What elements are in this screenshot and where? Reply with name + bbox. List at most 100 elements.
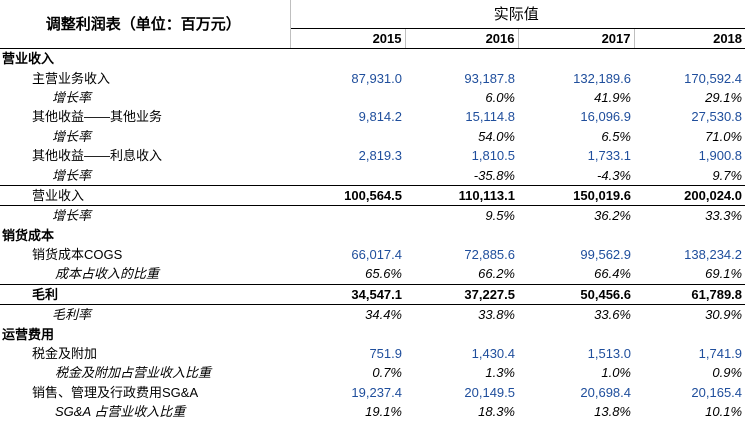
row-value: 1,741.9 <box>698 346 743 362</box>
row-value: 66,017.4 <box>351 247 402 263</box>
row-value: -35.8% <box>473 167 515 183</box>
row-label: 税金及附加 <box>32 346 98 362</box>
row-value <box>405 49 518 69</box>
row-value <box>518 324 634 343</box>
table-row: 营业收入 <box>0 49 745 69</box>
table-title: 调整利润表（单位：百万元） <box>0 0 290 49</box>
table-row: 销货成本COGS 66,017.4 72,885.6 99,562.9 138,234.… <box>0 245 745 264</box>
row-value <box>634 226 745 245</box>
row-label: 增长率 <box>52 128 92 144</box>
table-row: 营业收入 100,564.5 110,113.1 150,019.6 200,024.0 <box>0 184 745 207</box>
row-value: 751.9 <box>369 346 402 362</box>
row-value: 36.2% <box>594 208 631 224</box>
row-value: 6.0% <box>485 89 515 105</box>
table-row: SG&A 占营业收入比重 19.1% 18.3% 13.8% 10.1% <box>0 402 745 421</box>
row-value <box>290 88 405 107</box>
row-label: 毛利 <box>0 283 290 306</box>
row-value: 34.4% <box>365 307 402 323</box>
row-value: 33.8% <box>478 307 515 323</box>
row-value: 20,698.4 <box>580 384 631 400</box>
row-label: 成本占收入的比重 <box>55 266 160 282</box>
row-value: 93,187.8 <box>464 70 515 86</box>
row-label: 毛利率 <box>52 307 92 323</box>
row-label: 增长率 <box>52 167 92 183</box>
row-value: 20,165.4 <box>691 384 743 400</box>
row-value: 1,810.5 <box>471 148 515 164</box>
row-value: 29.1% <box>705 89 743 105</box>
row-label: 销货成本COGS <box>32 247 123 263</box>
row-value <box>405 324 518 343</box>
row-label: 运营费用 <box>2 326 55 342</box>
row-value: 9.7% <box>712 167 743 183</box>
row-value: 41.9% <box>594 89 631 105</box>
row-value: 72,885.6 <box>464 247 515 263</box>
row-value: 54.0% <box>478 128 515 144</box>
row-value: 61,789.8 <box>634 283 745 306</box>
row-label: 增长率 <box>52 89 92 105</box>
row-label: 其他收益——利息收入 <box>32 148 163 164</box>
row-value: 18.3% <box>478 404 515 420</box>
row-value: 0.7% <box>372 365 402 381</box>
row-value <box>518 49 634 69</box>
row-label: 主营业务收入 <box>32 70 111 86</box>
row-value: 1,513.0 <box>587 346 631 362</box>
row-label: 销货成本 <box>2 227 55 243</box>
row-value: 1.0% <box>601 365 631 381</box>
row-value: 33.6% <box>594 307 631 323</box>
row-value: 65.6% <box>365 266 402 282</box>
year-header: 2018 <box>633 28 745 49</box>
row-value: 150,019.6 <box>518 184 634 207</box>
row-value: 1.3% <box>485 365 515 381</box>
row-value: 2,819.3 <box>358 148 402 164</box>
row-value: 99,562.9 <box>580 247 631 263</box>
year-header: 2016 <box>404 28 518 49</box>
row-value: 200,024.0 <box>634 184 745 207</box>
row-value <box>290 206 405 226</box>
table-row: 增长率 6.0% 41.9% 29.1% <box>0 88 745 107</box>
table-row: 增长率 54.0% 6.5% 71.0% <box>0 127 745 146</box>
row-label: 销售、管理及行政费用SG&A <box>32 384 199 400</box>
row-value: 34,547.1 <box>290 283 405 306</box>
row-label: 增长率 <box>52 208 92 224</box>
table-row: 税金及附加 751.9 1,430.4 1,513.0 1,741.9 <box>0 344 745 363</box>
row-value <box>290 127 405 146</box>
row-value <box>290 226 405 245</box>
row-value: 66.2% <box>478 266 515 282</box>
row-value: 9,814.2 <box>358 109 402 125</box>
row-value: 66.4% <box>594 266 631 282</box>
table-row: 成本占收入的比重 65.6% 66.2% 66.4% 69.1% <box>0 264 745 284</box>
row-value: 15,114.8 <box>465 109 515 125</box>
row-value: 1,900.8 <box>698 148 743 164</box>
row-value: 71.0% <box>705 128 743 144</box>
row-label: 营业收入 <box>2 51 55 67</box>
table-row: 销售、管理及行政费用SG&A 19,237.4 20,149.5 20,698.4 20… <box>0 383 745 402</box>
row-value: 1,430.4 <box>471 346 515 362</box>
row-value: 1,733.1 <box>587 148 631 164</box>
row-value: 132,189.6 <box>573 70 631 86</box>
table-row: 税金及附加占营业收入比重 0.7% 1.3% 1.0% 0.9% <box>0 363 745 382</box>
table-row: 毛利 34,547.1 37,227.5 50,456.6 61,789.8 <box>0 283 745 306</box>
row-value: 20,149.5 <box>464 384 515 400</box>
row-value: 27,530.8 <box>691 109 743 125</box>
row-value: 19,237.4 <box>351 384 402 400</box>
row-value: 19.1% <box>365 404 402 420</box>
table-row: 毛利率 34.4% 33.8% 33.6% 30.9% <box>0 305 745 325</box>
row-value: 50,456.6 <box>518 283 634 306</box>
row-value <box>634 324 745 343</box>
row-value <box>290 49 405 69</box>
row-value: 9.5% <box>485 208 515 224</box>
row-value: 10.1% <box>705 404 743 420</box>
actual-values-header: 实际值 <box>289 0 745 29</box>
row-value <box>290 165 405 185</box>
row-value: 87,931.0 <box>351 70 402 86</box>
row-label: SG&A 占营业收入比重 <box>55 404 186 420</box>
table-row: 主营业务收入 87,931.0 93,187.8 132,189.6 170,592.4 <box>0 68 745 87</box>
row-value: 100,564.5 <box>290 184 405 207</box>
row-value: 33.3% <box>705 208 743 224</box>
row-value: 69.1% <box>705 266 743 282</box>
table-row: 增长率 -35.8% -4.3% 9.7% <box>0 165 745 185</box>
row-label: 营业收入 <box>0 184 290 207</box>
row-value <box>634 49 745 69</box>
table-row: 增长率 9.5% 36.2% 33.3% <box>0 206 745 226</box>
